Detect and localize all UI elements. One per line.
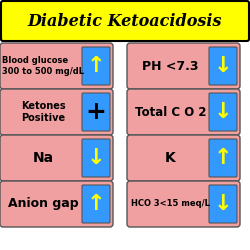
FancyBboxPatch shape [209,139,237,177]
FancyBboxPatch shape [82,93,110,131]
Text: Diabetic Ketoacidosis: Diabetic Ketoacidosis [28,12,222,29]
FancyBboxPatch shape [82,185,110,223]
Text: ↑: ↑ [87,56,105,76]
Text: Blood glucose
300 to 500 mg/dL: Blood glucose 300 to 500 mg/dL [2,56,84,76]
Text: Total C O 2: Total C O 2 [135,106,206,118]
Text: ↑: ↑ [214,148,232,168]
FancyBboxPatch shape [127,43,240,89]
FancyBboxPatch shape [209,47,237,85]
FancyBboxPatch shape [1,1,249,41]
FancyBboxPatch shape [127,89,240,135]
Text: +: + [86,100,106,124]
FancyBboxPatch shape [0,181,113,227]
Text: ↓: ↓ [87,148,105,168]
Text: Na: Na [33,151,54,165]
Text: Anion gap: Anion gap [8,198,79,210]
Text: Ketones
Positive: Ketones Positive [21,101,66,123]
FancyBboxPatch shape [0,135,113,181]
Text: ↓: ↓ [214,102,232,122]
FancyBboxPatch shape [209,185,237,223]
FancyBboxPatch shape [82,139,110,177]
FancyBboxPatch shape [0,43,113,89]
FancyBboxPatch shape [209,93,237,131]
FancyBboxPatch shape [0,89,113,135]
Text: ↓: ↓ [214,194,232,214]
Text: ↑: ↑ [87,194,105,214]
FancyBboxPatch shape [82,47,110,85]
Text: K: K [165,151,176,165]
FancyBboxPatch shape [127,135,240,181]
FancyBboxPatch shape [127,181,240,227]
Text: ↓: ↓ [214,56,232,76]
Text: PH <7.3: PH <7.3 [142,60,199,72]
Text: HCO 3<15 meq/L: HCO 3<15 meq/L [131,200,210,208]
